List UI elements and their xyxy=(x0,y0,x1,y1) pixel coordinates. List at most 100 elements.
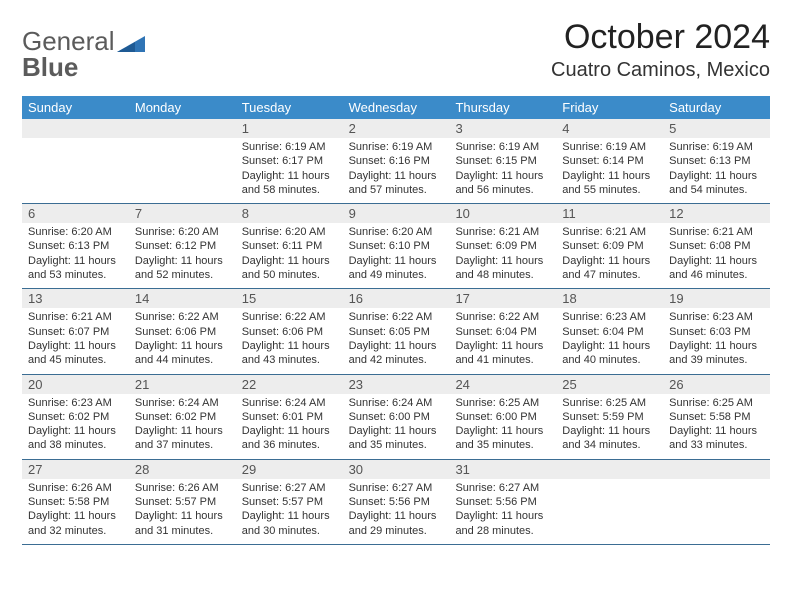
day-body: Sunrise: 6:20 AMSunset: 6:11 PMDaylight:… xyxy=(236,223,343,288)
calendar-cell: 18Sunrise: 6:23 AMSunset: 6:04 PMDayligh… xyxy=(556,289,663,374)
daylight-line: Daylight: 11 hours and 38 minutes. xyxy=(28,424,123,453)
day-body: Sunrise: 6:27 AMSunset: 5:56 PMDaylight:… xyxy=(343,479,450,544)
day-number: 2 xyxy=(343,119,450,138)
calendar-cell: 15Sunrise: 6:22 AMSunset: 6:06 PMDayligh… xyxy=(236,289,343,374)
day-number: 12 xyxy=(663,204,770,223)
sunset-line: Sunset: 6:12 PM xyxy=(135,239,230,253)
daylight-line: Daylight: 11 hours and 46 minutes. xyxy=(669,254,764,283)
sunset-line: Sunset: 6:04 PM xyxy=(562,325,657,339)
month-title: October 2024 xyxy=(551,18,770,57)
sunset-line: Sunset: 6:00 PM xyxy=(455,410,550,424)
sunrise-line: Sunrise: 6:26 AM xyxy=(135,481,230,495)
calendar-cell: 7Sunrise: 6:20 AMSunset: 6:12 PMDaylight… xyxy=(129,204,236,289)
daylight-line: Daylight: 11 hours and 47 minutes. xyxy=(562,254,657,283)
calendar-week: 6Sunrise: 6:20 AMSunset: 6:13 PMDaylight… xyxy=(22,204,770,289)
weekday-header: Saturday xyxy=(663,96,770,119)
calendar-cell xyxy=(663,460,770,545)
day-body: Sunrise: 6:20 AMSunset: 6:10 PMDaylight:… xyxy=(343,223,450,288)
day-number: 24 xyxy=(449,375,556,394)
sunrise-line: Sunrise: 6:21 AM xyxy=(455,225,550,239)
sunrise-line: Sunrise: 6:27 AM xyxy=(242,481,337,495)
calendar-week: 27Sunrise: 6:26 AMSunset: 5:58 PMDayligh… xyxy=(22,460,770,545)
daynum-empty xyxy=(129,119,236,138)
day-body: Sunrise: 6:25 AMSunset: 5:58 PMDaylight:… xyxy=(663,394,770,459)
calendar-cell xyxy=(556,460,663,545)
sunset-line: Sunset: 6:17 PM xyxy=(242,154,337,168)
sunrise-line: Sunrise: 6:22 AM xyxy=(135,310,230,324)
day-number: 5 xyxy=(663,119,770,138)
day-number: 1 xyxy=(236,119,343,138)
day-number: 15 xyxy=(236,289,343,308)
calendar-cell xyxy=(129,119,236,204)
sunrise-line: Sunrise: 6:22 AM xyxy=(455,310,550,324)
day-body: Sunrise: 6:19 AMSunset: 6:13 PMDaylight:… xyxy=(663,138,770,203)
sunset-line: Sunset: 6:07 PM xyxy=(28,325,123,339)
calendar-cell: 23Sunrise: 6:24 AMSunset: 6:00 PMDayligh… xyxy=(343,375,450,460)
daylight-line: Daylight: 11 hours and 58 minutes. xyxy=(242,169,337,198)
day-number: 17 xyxy=(449,289,556,308)
calendar-cell: 6Sunrise: 6:20 AMSunset: 6:13 PMDaylight… xyxy=(22,204,129,289)
daylight-line: Daylight: 11 hours and 32 minutes. xyxy=(28,509,123,538)
day-body: Sunrise: 6:25 AMSunset: 6:00 PMDaylight:… xyxy=(449,394,556,459)
calendar-cell: 17Sunrise: 6:22 AMSunset: 6:04 PMDayligh… xyxy=(449,289,556,374)
day-number: 11 xyxy=(556,204,663,223)
daylight-line: Daylight: 11 hours and 35 minutes. xyxy=(349,424,444,453)
sunrise-line: Sunrise: 6:27 AM xyxy=(455,481,550,495)
daylight-line: Daylight: 11 hours and 48 minutes. xyxy=(455,254,550,283)
daynum-empty xyxy=(556,460,663,479)
calendar-body: 1Sunrise: 6:19 AMSunset: 6:17 PMDaylight… xyxy=(22,119,770,545)
daylight-line: Daylight: 11 hours and 55 minutes. xyxy=(562,169,657,198)
day-body: Sunrise: 6:26 AMSunset: 5:58 PMDaylight:… xyxy=(22,479,129,544)
calendar-cell: 11Sunrise: 6:21 AMSunset: 6:09 PMDayligh… xyxy=(556,204,663,289)
day-number: 29 xyxy=(236,460,343,479)
day-number: 13 xyxy=(22,289,129,308)
day-body: Sunrise: 6:27 AMSunset: 5:57 PMDaylight:… xyxy=(236,479,343,544)
sunrise-line: Sunrise: 6:21 AM xyxy=(669,225,764,239)
calendar-week: 1Sunrise: 6:19 AMSunset: 6:17 PMDaylight… xyxy=(22,119,770,204)
weekday-header: Wednesday xyxy=(343,96,450,119)
sunrise-line: Sunrise: 6:27 AM xyxy=(349,481,444,495)
sunrise-line: Sunrise: 6:20 AM xyxy=(242,225,337,239)
day-number: 22 xyxy=(236,375,343,394)
sunset-line: Sunset: 6:00 PM xyxy=(349,410,444,424)
daylight-line: Daylight: 11 hours and 54 minutes. xyxy=(669,169,764,198)
sunrise-line: Sunrise: 6:23 AM xyxy=(669,310,764,324)
daylight-line: Daylight: 11 hours and 50 minutes. xyxy=(242,254,337,283)
sunset-line: Sunset: 6:11 PM xyxy=(242,239,337,253)
calendar-cell: 14Sunrise: 6:22 AMSunset: 6:06 PMDayligh… xyxy=(129,289,236,374)
sunrise-line: Sunrise: 6:23 AM xyxy=(28,396,123,410)
calendar-week: 20Sunrise: 6:23 AMSunset: 6:02 PMDayligh… xyxy=(22,375,770,460)
day-body: Sunrise: 6:24 AMSunset: 6:02 PMDaylight:… xyxy=(129,394,236,459)
day-body: Sunrise: 6:21 AMSunset: 6:07 PMDaylight:… xyxy=(22,308,129,373)
day-number: 21 xyxy=(129,375,236,394)
sunset-line: Sunset: 6:14 PM xyxy=(562,154,657,168)
calendar-cell: 2Sunrise: 6:19 AMSunset: 6:16 PMDaylight… xyxy=(343,119,450,204)
daylight-line: Daylight: 11 hours and 40 minutes. xyxy=(562,339,657,368)
day-number: 27 xyxy=(22,460,129,479)
sunset-line: Sunset: 5:59 PM xyxy=(562,410,657,424)
sunrise-line: Sunrise: 6:19 AM xyxy=(669,140,764,154)
daylight-line: Daylight: 11 hours and 33 minutes. xyxy=(669,424,764,453)
day-body: Sunrise: 6:25 AMSunset: 5:59 PMDaylight:… xyxy=(556,394,663,459)
sunrise-line: Sunrise: 6:22 AM xyxy=(242,310,337,324)
sunrise-line: Sunrise: 6:26 AM xyxy=(28,481,123,495)
day-number: 19 xyxy=(663,289,770,308)
daylight-line: Daylight: 11 hours and 36 minutes. xyxy=(242,424,337,453)
daylight-line: Daylight: 11 hours and 28 minutes. xyxy=(455,509,550,538)
daylight-line: Daylight: 11 hours and 29 minutes. xyxy=(349,509,444,538)
day-number: 7 xyxy=(129,204,236,223)
day-number: 14 xyxy=(129,289,236,308)
calendar-cell: 27Sunrise: 6:26 AMSunset: 5:58 PMDayligh… xyxy=(22,460,129,545)
logo-text: General Blue xyxy=(22,28,115,80)
calendar-cell: 30Sunrise: 6:27 AMSunset: 5:56 PMDayligh… xyxy=(343,460,450,545)
sunrise-line: Sunrise: 6:25 AM xyxy=(455,396,550,410)
day-body: Sunrise: 6:21 AMSunset: 6:08 PMDaylight:… xyxy=(663,223,770,288)
day-number: 23 xyxy=(343,375,450,394)
day-body: Sunrise: 6:23 AMSunset: 6:04 PMDaylight:… xyxy=(556,308,663,373)
sunset-line: Sunset: 6:04 PM xyxy=(455,325,550,339)
sunrise-line: Sunrise: 6:22 AM xyxy=(349,310,444,324)
daylight-line: Daylight: 11 hours and 37 minutes. xyxy=(135,424,230,453)
sunset-line: Sunset: 6:08 PM xyxy=(669,239,764,253)
sunrise-line: Sunrise: 6:19 AM xyxy=(562,140,657,154)
sunrise-line: Sunrise: 6:25 AM xyxy=(562,396,657,410)
